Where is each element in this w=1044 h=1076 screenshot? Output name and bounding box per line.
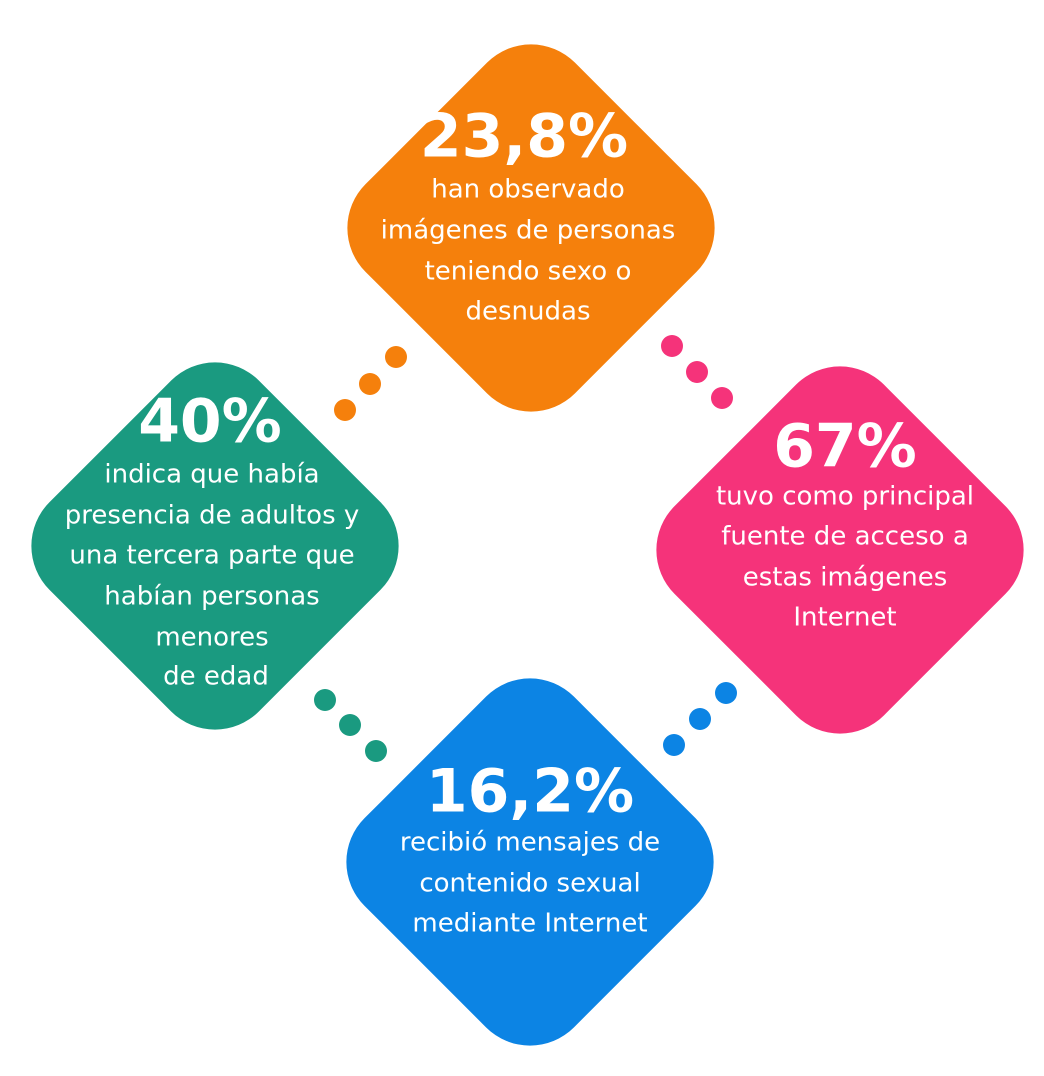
stat-text: una tercera parte que — [69, 541, 354, 571]
stat-text: fuente de acceso a — [721, 522, 969, 552]
stat-text: habían personas — [104, 582, 319, 612]
stat-text: estas imágenes — [743, 563, 947, 593]
stat-text: menores — [155, 623, 268, 653]
stat-text: indica que había — [104, 460, 319, 490]
stat-text: imágenes de personas — [381, 216, 676, 246]
stat-text: tuvo como principal — [716, 482, 974, 512]
diamond-orange — [347, 44, 715, 412]
dots-pink — [661, 335, 733, 409]
stat-text: presencia de adultos y — [65, 501, 360, 531]
dots-orange — [334, 346, 407, 421]
diamond-green — [31, 362, 399, 730]
diamond-pink — [656, 366, 1024, 734]
stat-value: 40% — [138, 387, 282, 457]
stat-text: han observado — [431, 175, 625, 205]
stat-text: recibió mensajes de — [400, 828, 660, 858]
stat-value: 16,2% — [426, 757, 634, 827]
stat-text: desnudas — [466, 297, 591, 327]
dots-blue — [663, 682, 737, 756]
stat-text: de edad — [163, 662, 269, 692]
stat-value: 67% — [773, 412, 917, 482]
diamond-blue — [346, 678, 714, 1046]
stat-text: teniendo sexo o — [425, 257, 632, 287]
stat-text: mediante Internet — [412, 909, 647, 939]
stat-text: contenido sexual — [419, 869, 640, 899]
stat-text: Internet — [793, 603, 896, 633]
dots-green — [314, 689, 387, 762]
stat-value: 23,8% — [420, 102, 628, 172]
